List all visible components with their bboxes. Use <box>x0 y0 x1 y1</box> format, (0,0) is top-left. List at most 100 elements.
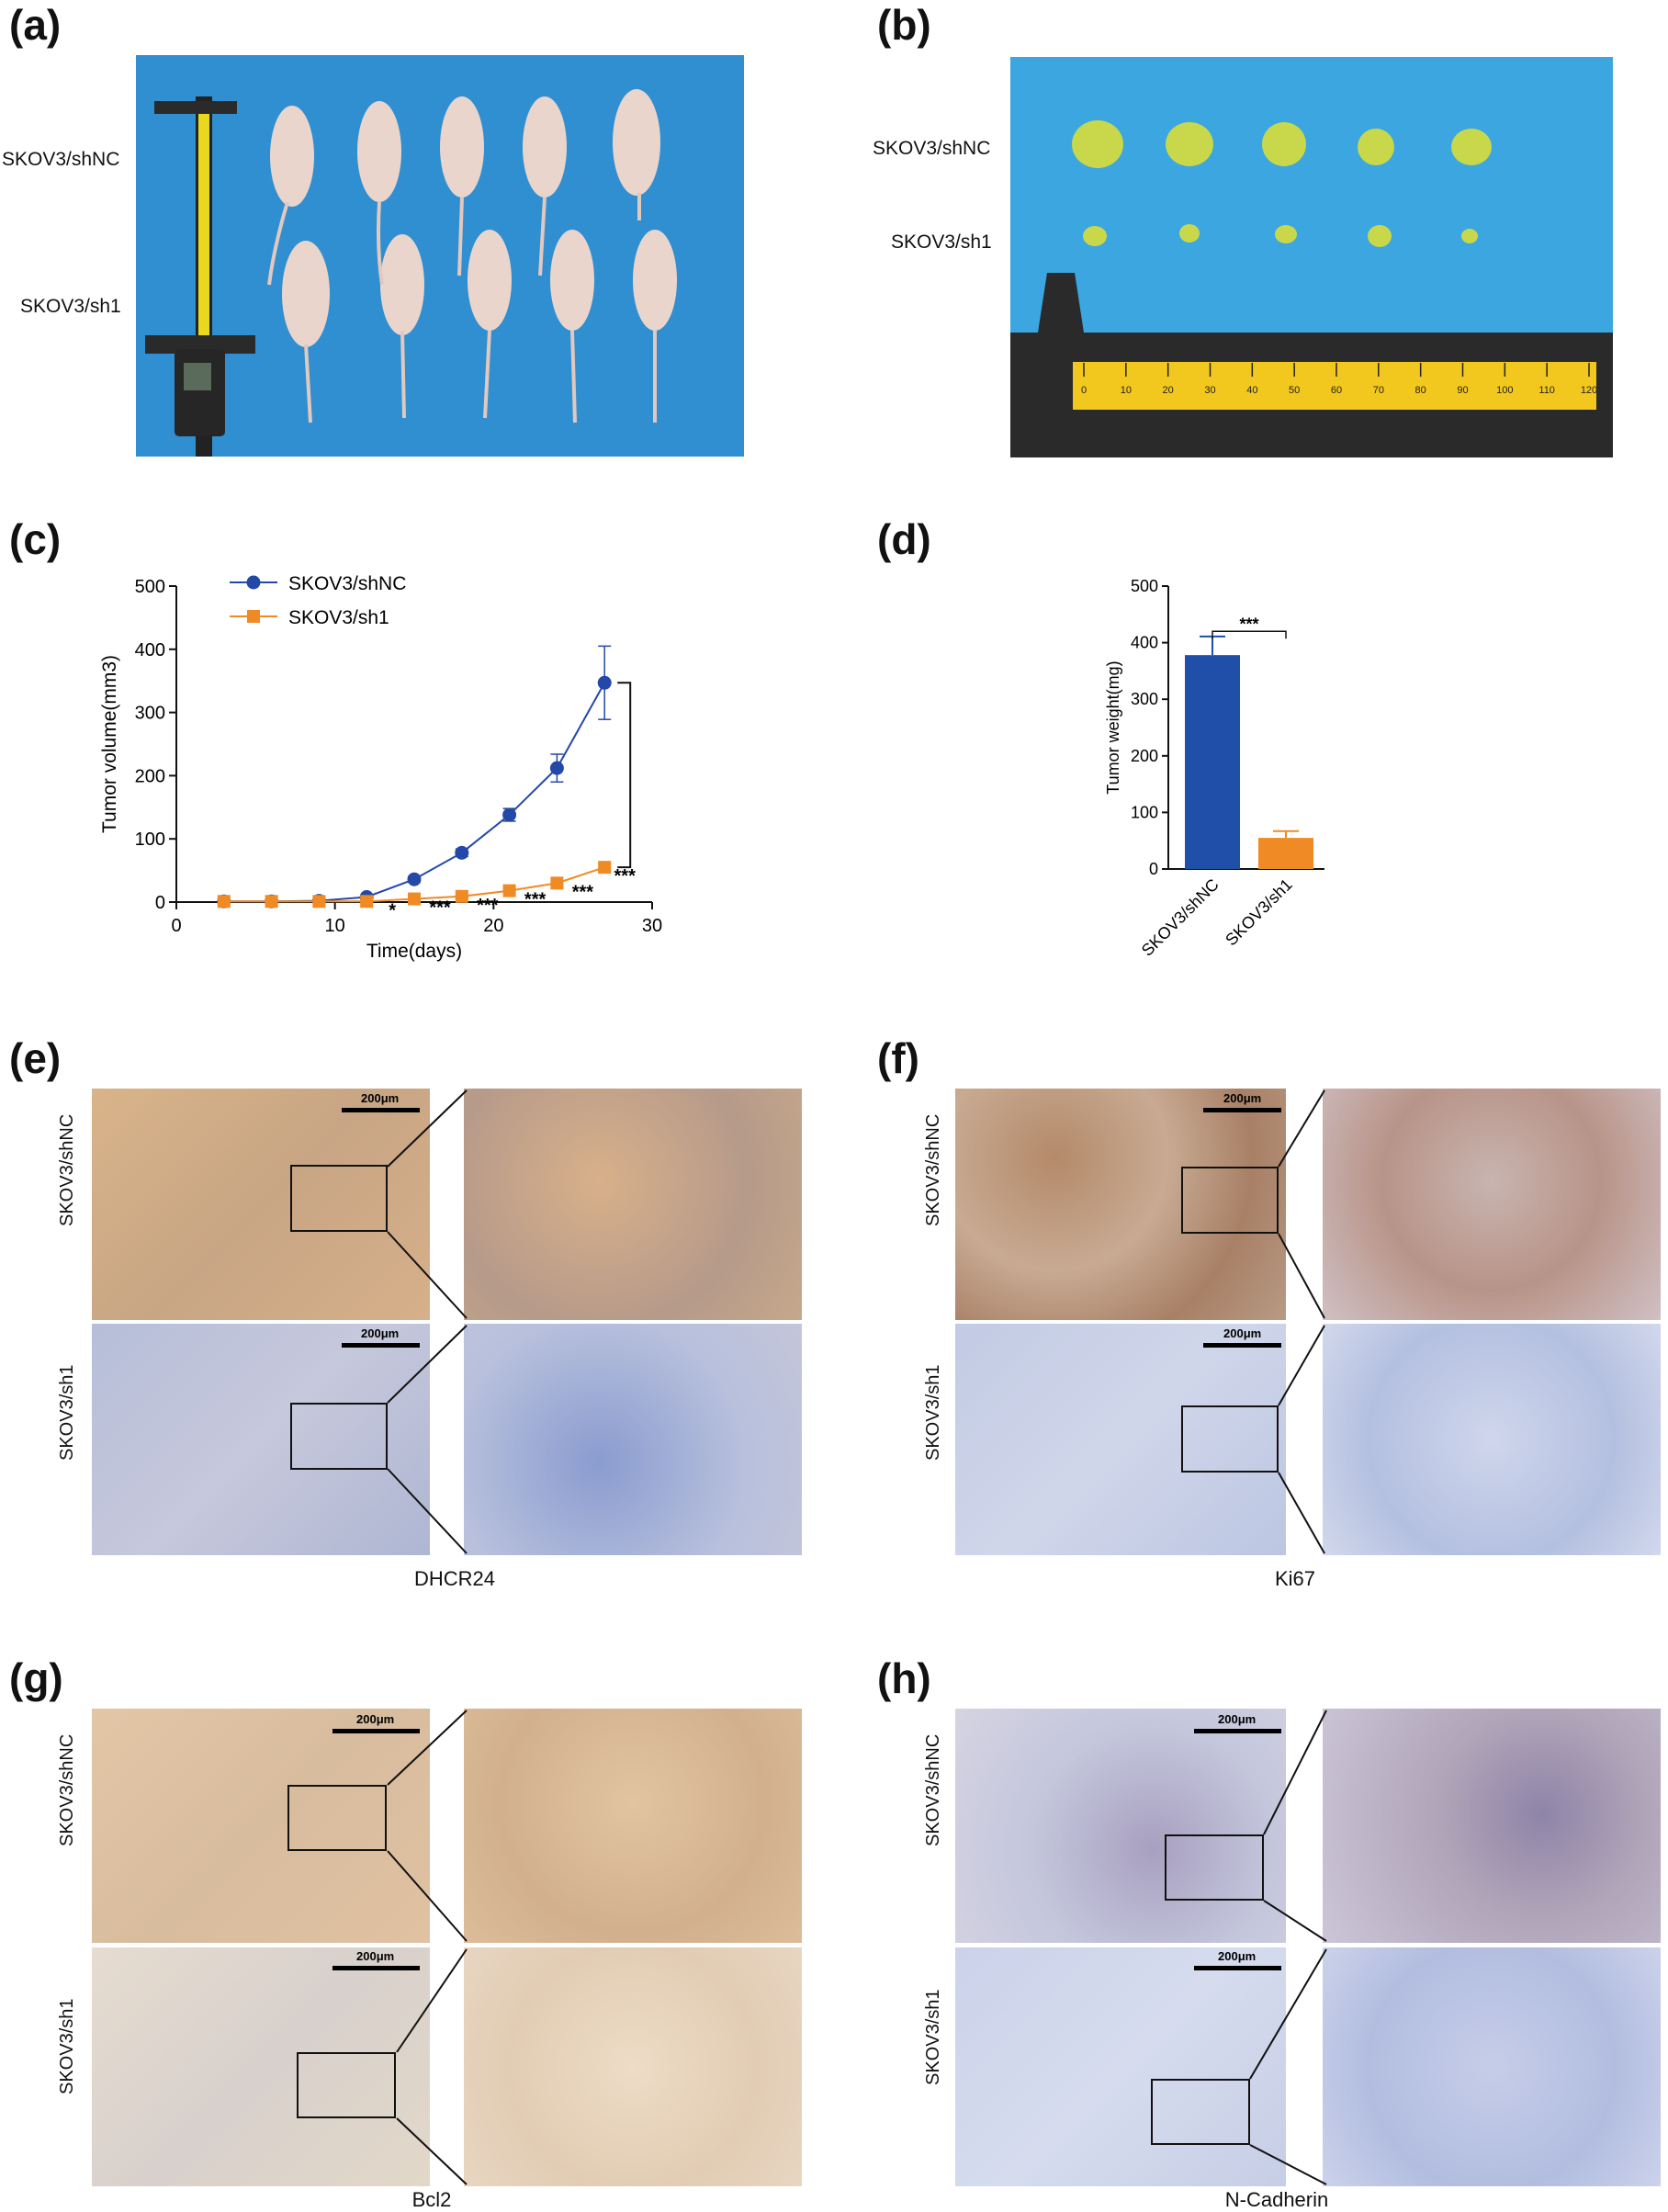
tumor-weight-chart: 0 100 200 300 400 500 Tumor weight(mg) SKOV3/sh… <box>1104 577 1324 960</box>
ihc-g-sh1-zoom <box>464 1947 802 2186</box>
panel-g-label-sh1: SKOV3/sh1 <box>57 1998 77 2094</box>
panel-h-label-shnc: SKOV3/shNC <box>923 1733 943 1846</box>
ruler-tick-label: 110 <box>1538 385 1555 396</box>
scale-text-g-top: 200μm <box>356 1712 395 1726</box>
legend-marker <box>246 575 261 590</box>
scalebar-e-top <box>342 1108 420 1112</box>
scale-text-f-bottom: 200μm <box>1223 1326 1262 1340</box>
panel-d-letter: (d) <box>877 515 931 563</box>
ihc-g-sh1-overview <box>92 1947 430 2186</box>
significance-bracket <box>1212 630 1287 639</box>
inset-box-g-top <box>287 1785 387 1851</box>
ihc-f-shnc-zoom <box>1323 1089 1661 1320</box>
ruler-tick-label: 90 <box>1457 385 1468 396</box>
panel-e-letter: (e) <box>9 1034 62 1082</box>
inset-box-f-top <box>1181 1167 1279 1234</box>
ruler-ticks: 0 10 20 30 40 50 60 70 80 90 100 110 120 <box>1081 363 1597 396</box>
ruler-tick-label: 60 <box>1331 385 1342 396</box>
legend-marker <box>247 610 260 623</box>
data-point <box>598 861 612 875</box>
y-tick-label: 500 <box>135 577 165 597</box>
y-tick-label: 400 <box>1131 634 1158 652</box>
data-point <box>597 675 612 690</box>
scale-text-e-top: 200μm <box>361 1091 400 1105</box>
ruler-tick-label: 20 <box>1163 385 1174 396</box>
y-tick-label: 300 <box>135 704 165 724</box>
scale-text-h-top: 200μm <box>1218 1712 1257 1726</box>
ruler-tick-label: 0 <box>1081 385 1087 396</box>
inset-box-e-bottom <box>290 1403 388 1470</box>
inset-box-e-top <box>290 1165 388 1232</box>
panel-h-letter: (h) <box>877 1654 931 1702</box>
zoom-lines-h <box>1249 1710 1327 2185</box>
x-tick-label: 0 <box>171 916 181 936</box>
ihc-h-shnc-zoom <box>1323 1709 1661 1943</box>
data-point <box>217 895 231 908</box>
y-tick-label: 200 <box>135 766 165 786</box>
panel-g-letter: (g) <box>9 1654 63 1702</box>
data-point <box>455 889 468 903</box>
data-point <box>265 895 278 908</box>
x-tick-label: 30 <box>642 916 662 936</box>
zoom-lines-e <box>387 1089 468 1554</box>
scalebar-h-top <box>1194 1729 1281 1733</box>
ihc-h-sh1-overview <box>955 1947 1286 2186</box>
zoom-lines-g <box>387 1710 468 2185</box>
marker-label-g: Bcl2 <box>411 2188 452 2211</box>
category-label: SKOV3/shNC <box>1138 875 1223 960</box>
y-tick-label: 400 <box>135 640 165 660</box>
ihc-e-shnc-overview <box>92 1089 430 1320</box>
inset-box-g-bottom <box>297 2052 396 2118</box>
ihc-h-sh1-zoom <box>1323 1947 1661 2186</box>
inset-box-f-bottom <box>1181 1405 1279 1473</box>
ruler-tick-label: 120 <box>1581 385 1597 396</box>
panel-e-label-shnc: SKOV3/shNC <box>57 1113 77 1226</box>
inset-box-h-top <box>1165 1834 1264 1901</box>
panel-g-label-shnc: SKOV3/shNC <box>57 1733 77 1846</box>
data-point <box>312 895 326 908</box>
y-tick-label: 100 <box>1131 803 1158 821</box>
ihc-h-shnc-overview <box>955 1709 1286 1943</box>
y-tick-label: 200 <box>1131 747 1158 765</box>
scale-text-h-bottom: 200μm <box>1218 1949 1257 1963</box>
bar <box>1258 838 1313 869</box>
scalebar-e-bottom <box>342 1343 420 1348</box>
y-axis-title: Tumor weight(mg) <box>1104 660 1122 794</box>
legend-label: SKOV3/sh1 <box>288 607 389 628</box>
panel-e-label-sh1: SKOV3/sh1 <box>57 1364 77 1461</box>
tumor-volume-chart: 0 100 200 300 400 500 0 10 20 30 Time(days) Tumor v… <box>99 573 662 962</box>
panel-b-label-shnc: SKOV3/shNC <box>873 138 991 159</box>
panel-b-label-sh1: SKOV3/sh1 <box>891 231 992 253</box>
significance-label: *** <box>524 890 547 910</box>
data-point <box>550 876 564 890</box>
data-point <box>407 872 422 886</box>
y-tick-label: 0 <box>155 893 165 913</box>
inset-box-h-bottom <box>1151 2079 1250 2145</box>
significance-label: *** <box>429 898 451 919</box>
scalebar-f-top <box>1203 1108 1281 1112</box>
significance-label: *** <box>1239 615 1258 633</box>
zoom-lines-f <box>1278 1089 1325 1554</box>
mice-photo <box>136 55 744 457</box>
series-line-0 <box>223 682 606 903</box>
ruler-tick-label: 10 <box>1121 385 1132 396</box>
data-point <box>549 761 564 775</box>
tumor-photo-drawing: 0 10 20 30 40 50 60 70 80 90 100 110 120 <box>1010 57 1613 457</box>
ihc-e-sh1-overview <box>92 1324 430 1555</box>
panel-f-label-shnc: SKOV3/shNC <box>923 1113 943 1226</box>
ruler-tick-label: 40 <box>1246 385 1257 396</box>
y-axis-title: Tumor volume(mm3) <box>99 655 120 833</box>
data-point <box>502 884 516 897</box>
y-tick-label: 500 <box>1131 577 1158 595</box>
ihc-g-shnc-overview <box>92 1709 430 1943</box>
panel-f-letter: (f) <box>877 1034 919 1082</box>
mice-photo-drawing <box>136 55 744 457</box>
x-tick-label: 10 <box>325 916 345 936</box>
y-tick-label: 300 <box>1131 690 1158 708</box>
data-point <box>360 895 374 908</box>
significance-label: *** <box>477 896 499 916</box>
y-tick-label: 100 <box>135 830 165 850</box>
data-point <box>502 807 517 822</box>
ruler-tick-label: 70 <box>1373 385 1384 396</box>
panel-a-label-sh1: SKOV3/sh1 <box>20 296 121 317</box>
